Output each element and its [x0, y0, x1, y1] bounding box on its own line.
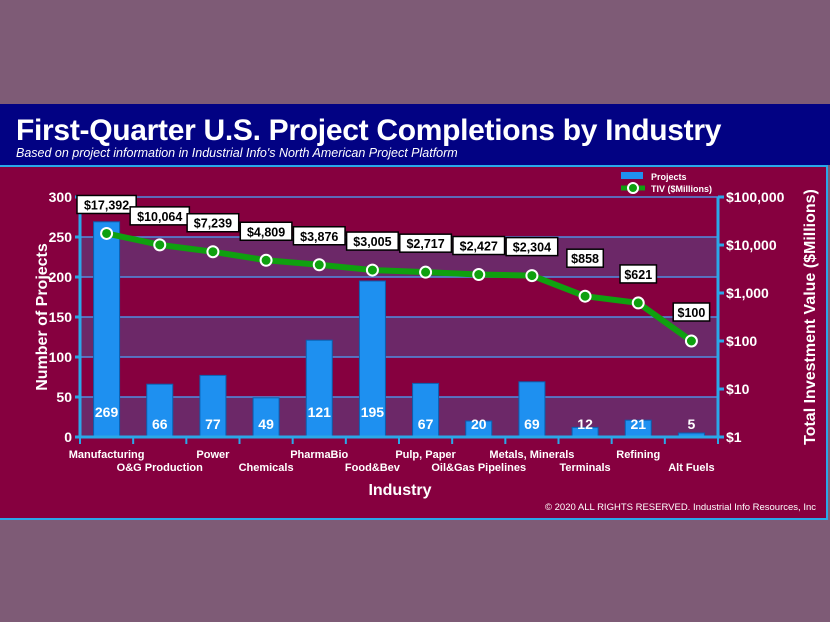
y-tick-label: 0: [64, 429, 72, 445]
tiv-label-box: [76, 194, 137, 215]
tiv-label-box: [399, 233, 453, 253]
y2-tick-label: $1,000: [726, 285, 769, 301]
y-tick-label: 250: [49, 229, 73, 245]
bar: [305, 339, 333, 438]
bar: [358, 280, 386, 438]
tiv-point: [153, 238, 167, 252]
bar-value-label: 121: [308, 404, 332, 420]
bar-value-label: 20: [471, 416, 487, 432]
tiv-point: [578, 289, 592, 303]
tiv-value-label: $10,064: [137, 210, 182, 224]
tiv-value-label: $3,876: [300, 230, 338, 244]
y2-tick-label: $100,000: [726, 189, 785, 205]
title-banner: First-Quarter U.S. Project Completions b…: [0, 104, 830, 165]
bar: [93, 221, 121, 438]
tiv-value-label: $17,392: [84, 198, 129, 212]
y2-tick-label: $10: [726, 381, 750, 397]
tiv-point: [259, 253, 273, 267]
y-tick-label: 50: [56, 389, 72, 405]
x-tick-label: Alt Fuels: [668, 462, 714, 474]
tiv-value-label: $2,427: [460, 240, 498, 254]
bar: [146, 383, 174, 438]
tiv-value-label: $4,809: [247, 225, 285, 239]
tiv-label-box: [505, 236, 559, 257]
page-subtitle: Based on project information in Industri…: [16, 146, 458, 160]
plot-band: [80, 397, 718, 437]
tiv-point: [419, 265, 433, 279]
y2-tick-label: $100: [726, 333, 757, 349]
x-tick-label: Terminals: [560, 462, 611, 474]
page-title: First-Quarter U.S. Project Completions b…: [16, 114, 722, 147]
copyright: © 2020 ALL RIGHTS RESERVED. Industrial I…: [545, 502, 816, 513]
bar-value-label: 195: [361, 404, 385, 420]
tiv-point: [472, 268, 486, 282]
tiv-point: [631, 296, 645, 310]
x-tick-label: PharmaBio: [290, 449, 348, 461]
tiv-label-box: [566, 248, 605, 268]
x-tick-label: Refining: [616, 449, 660, 461]
legend-bar-swatch: [621, 172, 643, 179]
legend: Projects TIV ($Millions): [621, 172, 712, 194]
tiv-value-label: $2,717: [406, 237, 444, 251]
y2-tick-label: $10,000: [726, 237, 777, 253]
tiv-point: [525, 269, 539, 283]
tiv-label-box: [672, 302, 711, 322]
y-tick-label: 150: [49, 309, 73, 325]
bar-value-label: 77: [205, 416, 221, 432]
tiv-label-box: [452, 235, 506, 256]
tiv-label-box: [345, 231, 399, 251]
tiv-value-label: $100: [678, 306, 706, 320]
bar-value-label: 49: [258, 416, 274, 432]
bar-value-label: 5: [688, 416, 696, 432]
plot-band: [80, 317, 718, 357]
x-tick-label: Power: [196, 449, 230, 461]
bar-value-label: 69: [524, 416, 540, 432]
y2-tick-label: $1: [726, 429, 742, 445]
bar-value-label: 66: [152, 416, 168, 432]
bar: [252, 397, 280, 438]
x-tick-label: Chemicals: [239, 462, 294, 474]
x-axis-title: Industry: [368, 482, 431, 499]
tiv-label-box: [186, 212, 240, 233]
tiv-value-label: $621: [624, 268, 652, 282]
legend-tiv: TIV ($Millions): [651, 184, 712, 194]
y-axis-title: Number of Projects: [34, 243, 51, 391]
tiv-line: [105, 230, 694, 344]
bar-value-label: 67: [418, 416, 434, 432]
bar: [199, 374, 227, 438]
tiv-point: [684, 334, 698, 348]
bar-value-label: 21: [630, 416, 646, 432]
x-tick-label: Oil&Gas Pipelines: [431, 462, 526, 474]
tiv-value-label: $7,239: [194, 217, 232, 231]
x-tick-label: Metals, Minerals: [489, 449, 574, 461]
tiv-value-label: $858: [571, 252, 599, 266]
tiv-label-box: [619, 264, 658, 284]
x-tick-label: Manufacturing: [69, 449, 145, 461]
x-tick-label: Food&Bev: [345, 462, 401, 474]
y2-axis-title: Total Investment Value ($Millions): [802, 189, 819, 445]
tiv-label-box: [239, 221, 293, 242]
y-tick-label: 100: [49, 349, 73, 365]
legend-marker: [627, 182, 639, 194]
tiv-point: [312, 258, 326, 272]
y-tick-label: 200: [49, 269, 73, 285]
x-tick-label: O&G Production: [117, 462, 203, 474]
tiv-point: [100, 226, 114, 240]
bar-value-label: 12: [577, 416, 593, 432]
x-tick-label: Pulp, Paper: [395, 449, 456, 461]
bar-value-label: 269: [95, 404, 119, 420]
tiv-value-label: $2,304: [513, 241, 551, 255]
tiv-point: [365, 263, 379, 277]
y-tick-label: 300: [49, 189, 73, 205]
tiv-value-label: $3,005: [353, 235, 391, 249]
legend-projects: Projects: [651, 172, 687, 182]
plot-band: [80, 357, 718, 397]
tiv-label-box: [292, 226, 346, 246]
tiv-point: [206, 245, 220, 259]
